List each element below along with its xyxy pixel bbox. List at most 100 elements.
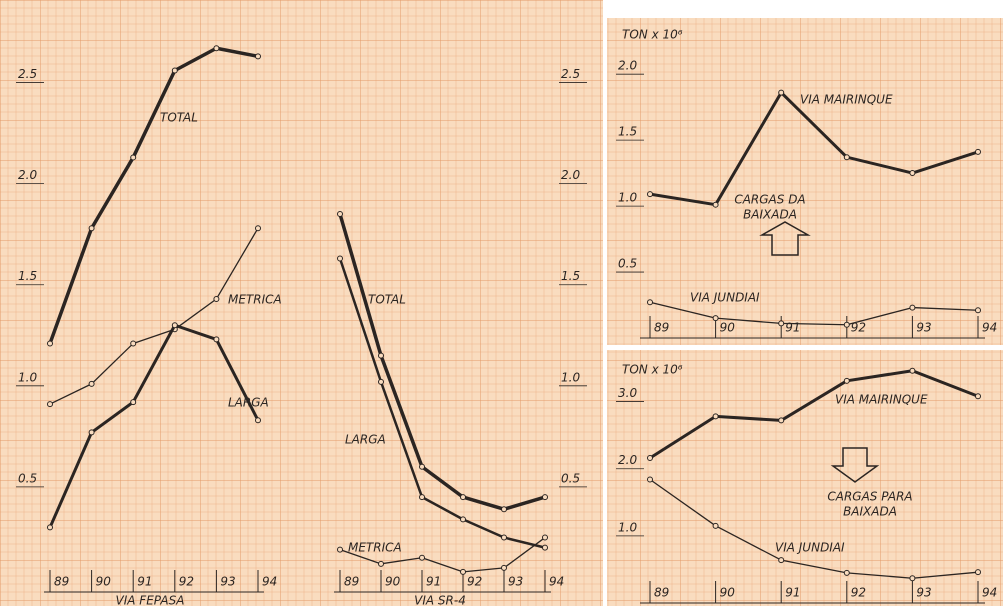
data-point: [976, 570, 981, 575]
x-tick-label: 92: [179, 575, 194, 589]
x-tick-label: 94: [982, 321, 997, 335]
x-tick-label: 93: [916, 586, 931, 600]
series-label: VIA JUNDIAI: [775, 541, 845, 555]
data-point: [910, 305, 915, 310]
data-point: [214, 337, 219, 342]
data-point: [338, 256, 343, 261]
y-tick-label: 2.5: [561, 67, 580, 81]
axis-title: TON x 10⁶: [622, 363, 683, 377]
data-point: [379, 353, 384, 358]
data-point: [844, 322, 849, 327]
x-tick-label: 91: [137, 575, 152, 589]
y-tick-label: 0.5: [618, 257, 637, 271]
y-tick-label: 0.5: [561, 471, 580, 485]
series-label: TOTAL: [160, 111, 198, 125]
paper-left: [0, 0, 603, 606]
data-point: [461, 569, 466, 574]
data-point: [461, 495, 466, 500]
x-tick-label: 90: [720, 586, 736, 600]
data-point: [543, 545, 548, 550]
data-point: [976, 149, 981, 154]
data-point: [502, 507, 507, 512]
data-point: [976, 394, 981, 399]
paper-top-right: [607, 18, 1003, 345]
x-tick-label: 94: [262, 575, 277, 589]
data-point: [172, 68, 177, 73]
data-point: [779, 558, 784, 563]
series-label: LARGA: [345, 433, 386, 447]
chart: VIA FEPASA0.51.01.52.02.5899091929394TOT…: [0, 0, 1003, 606]
data-point: [89, 430, 94, 435]
data-point: [910, 368, 915, 373]
x-tick-label: 89: [654, 586, 669, 600]
y-tick-label: 2.0: [618, 59, 637, 73]
x-tick-label: 91: [426, 575, 441, 589]
data-point: [214, 296, 219, 301]
data-point: [648, 300, 653, 305]
data-point: [648, 456, 653, 461]
data-point: [420, 555, 425, 560]
series-label: VIA MAIRINQUE: [835, 393, 928, 407]
x-tick-label: 94: [549, 575, 564, 589]
data-point: [48, 402, 53, 407]
data-point: [779, 90, 784, 95]
x-tick-label: 93: [916, 321, 931, 335]
series-label: TOTAL: [368, 293, 406, 307]
data-point: [502, 565, 507, 570]
x-tick-label: 92: [467, 575, 482, 589]
y-tick-label: 1.5: [18, 269, 37, 283]
x-tick-label: 94: [982, 586, 997, 600]
y-tick-label: 1.0: [18, 370, 37, 384]
y-tick-label: 2.0: [561, 168, 580, 182]
x-tick-label: 91: [785, 586, 800, 600]
y-tick-label: 2.0: [18, 168, 37, 182]
data-point: [713, 523, 718, 528]
series-label: METRICA: [348, 541, 402, 555]
data-point: [461, 517, 466, 522]
data-point: [131, 400, 136, 405]
data-point: [976, 308, 981, 313]
x-tick-label: 90: [385, 575, 401, 589]
data-point: [543, 495, 548, 500]
series-label: VIA JUNDIAI: [690, 291, 760, 305]
y-tick-label: 1.0: [618, 191, 637, 205]
data-point: [502, 535, 507, 540]
series-label: LARGA: [228, 396, 269, 410]
x-tick-label: 89: [344, 575, 359, 589]
data-point: [48, 525, 53, 530]
data-point: [910, 171, 915, 176]
data-point: [844, 155, 849, 160]
y-tick-label: 1.0: [618, 520, 637, 534]
data-point: [910, 576, 915, 581]
data-point: [172, 323, 177, 328]
x-tick-label: 91: [785, 321, 800, 335]
x-tick-label: 90: [96, 575, 112, 589]
data-point: [713, 316, 718, 321]
data-point: [379, 379, 384, 384]
paper-bottom-right: [607, 350, 1003, 606]
data-point: [713, 414, 718, 419]
data-point: [48, 341, 53, 346]
x-tick-label: 89: [654, 321, 669, 335]
data-point: [256, 54, 261, 59]
annotation: BAIXADA: [843, 505, 897, 519]
y-tick-label: 2.0: [618, 453, 637, 467]
x-tick-label: 90: [720, 321, 736, 335]
data-point: [713, 202, 718, 207]
data-point: [256, 226, 261, 231]
series-label: METRICA: [228, 293, 282, 307]
x-tick-label: 92: [851, 586, 866, 600]
data-point: [214, 46, 219, 51]
x-tick-label: 89: [54, 575, 69, 589]
data-point: [131, 341, 136, 346]
y-tick-label: 2.5: [18, 67, 37, 81]
data-point: [648, 192, 653, 197]
x-tick-label: 93: [220, 575, 235, 589]
data-point: [89, 226, 94, 231]
data-point: [420, 464, 425, 469]
y-tick-label: 1.5: [618, 125, 637, 139]
data-point: [420, 495, 425, 500]
data-point: [338, 547, 343, 552]
data-point: [844, 570, 849, 575]
axis-title: TON x 10⁶: [622, 28, 683, 42]
